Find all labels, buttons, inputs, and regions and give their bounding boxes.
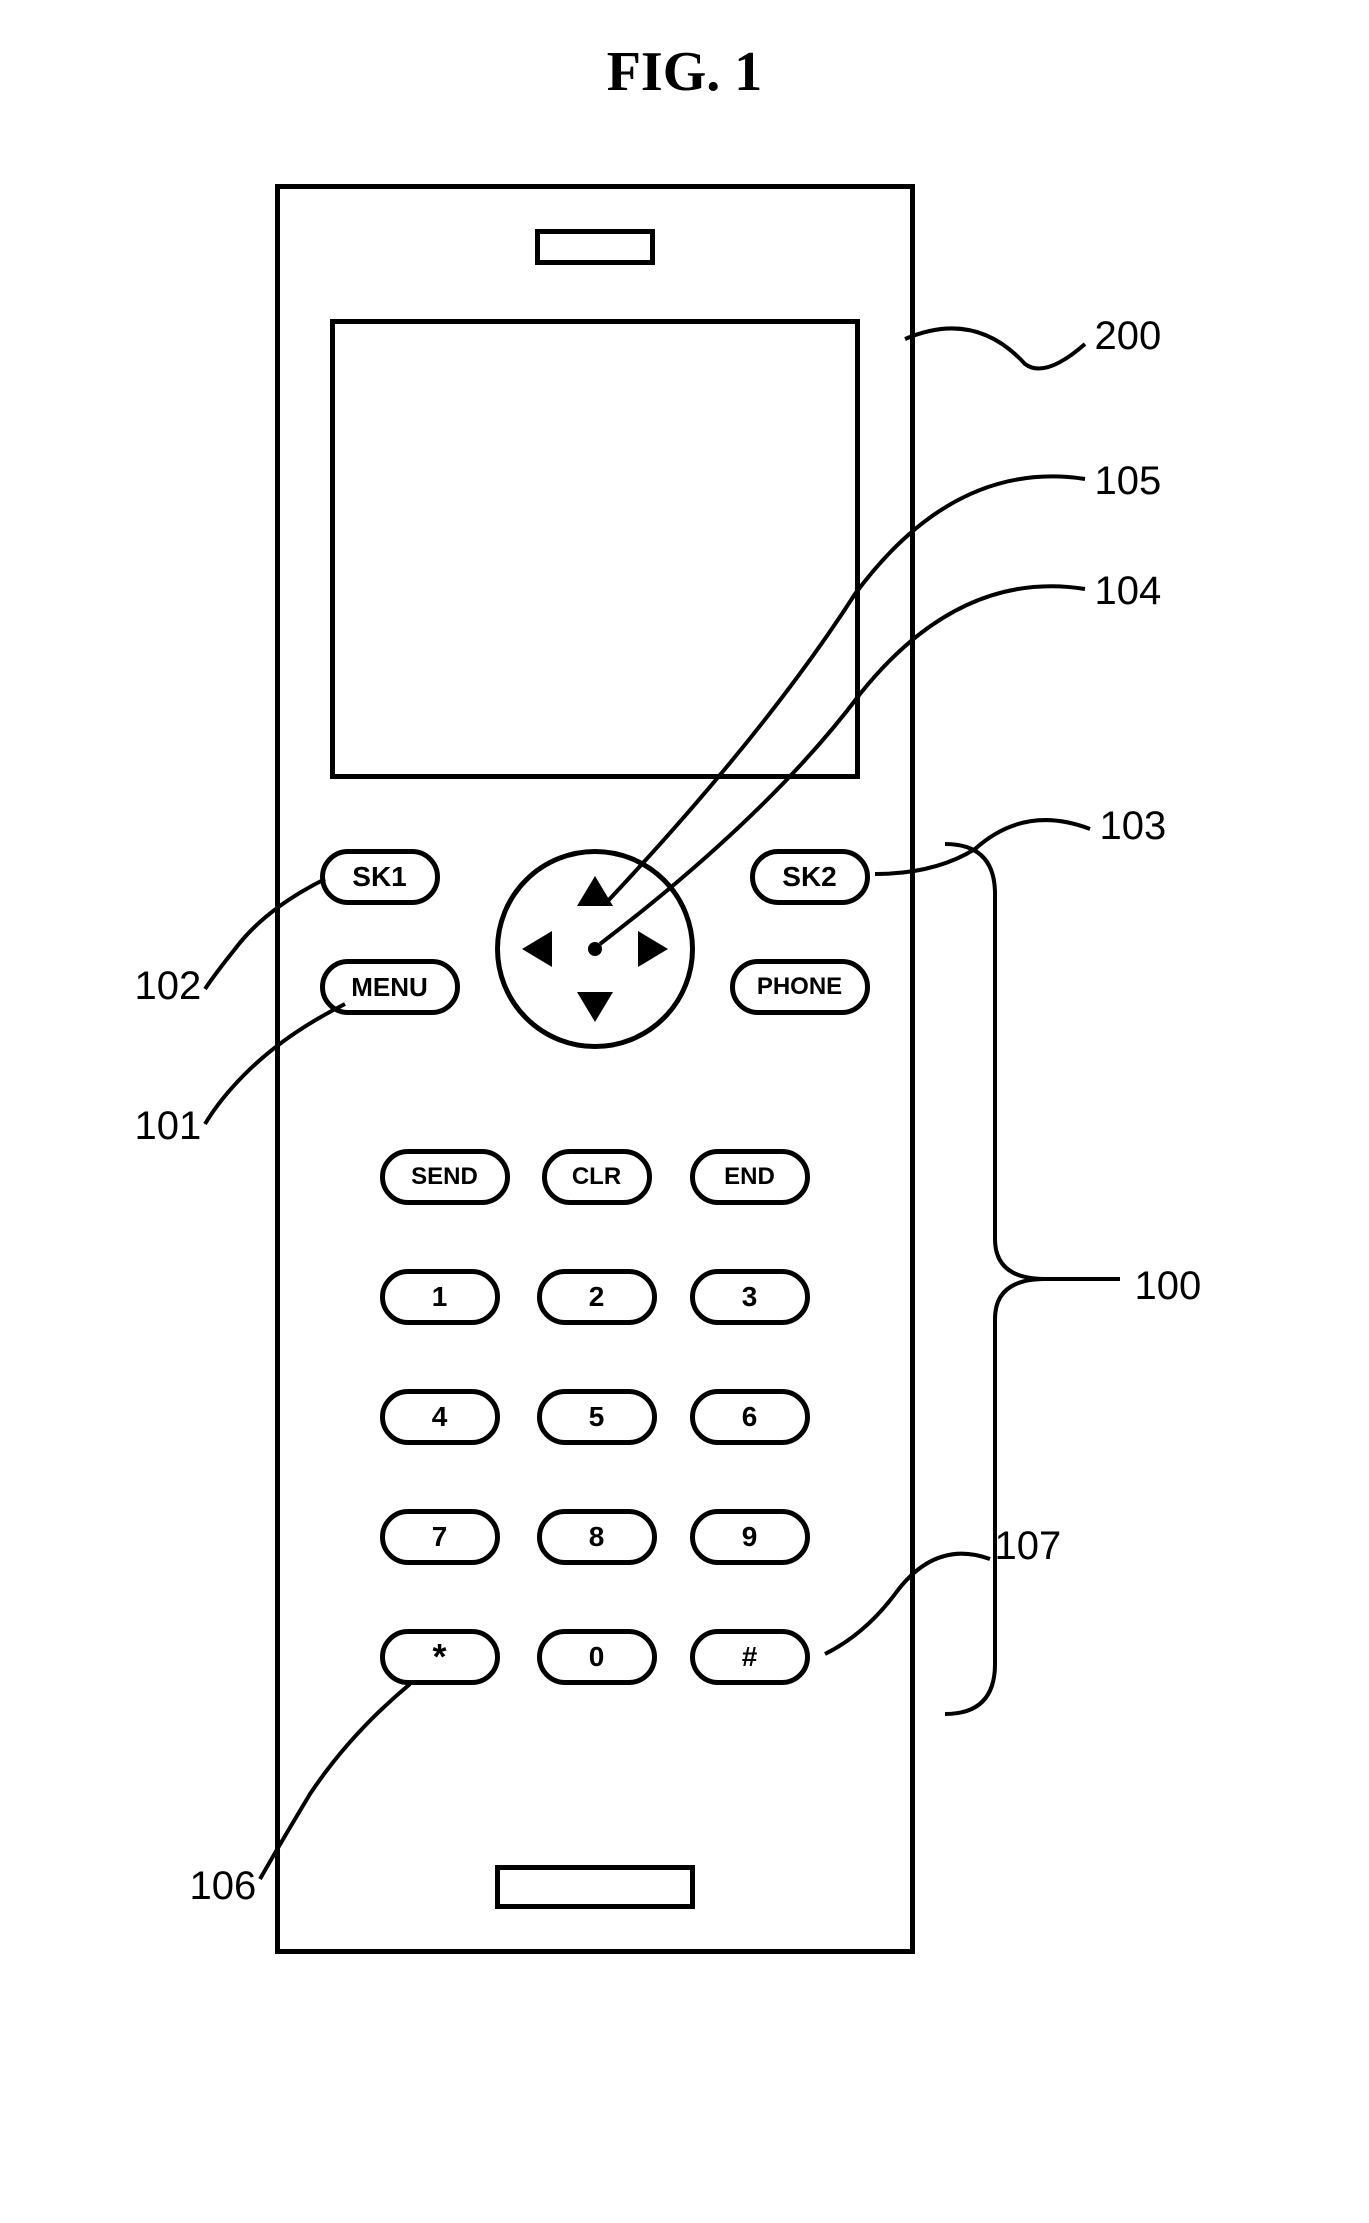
clr-button[interactable]: CLR — [542, 1149, 652, 1205]
key-4-label: 4 — [432, 1401, 448, 1433]
key-0[interactable]: 0 — [537, 1629, 657, 1685]
callout-104: 104 — [1095, 569, 1162, 614]
key-5-label: 5 — [589, 1401, 605, 1433]
lead-200 — [905, 324, 1095, 384]
key-1-label: 1 — [432, 1281, 448, 1313]
key-6-label: 6 — [742, 1401, 758, 1433]
key-2[interactable]: 2 — [537, 1269, 657, 1325]
callout-103: 103 — [1100, 804, 1167, 849]
send-button[interactable]: SEND — [380, 1149, 510, 1205]
dpad-left-icon — [522, 931, 552, 967]
key-3-label: 3 — [742, 1281, 758, 1313]
key-star[interactable]: * — [380, 1629, 500, 1685]
callout-106: 106 — [190, 1864, 257, 1909]
key-hash-label: # — [742, 1641, 758, 1673]
send-label: SEND — [411, 1163, 478, 1191]
key-4[interactable]: 4 — [380, 1389, 500, 1445]
callout-102: 102 — [135, 964, 202, 1009]
mic-slot — [495, 1865, 695, 1909]
key-7-label: 7 — [432, 1521, 448, 1553]
lead-102 — [205, 879, 335, 999]
key-6[interactable]: 6 — [690, 1389, 810, 1445]
phone-button[interactable]: PHONE — [730, 959, 870, 1015]
callout-101: 101 — [135, 1104, 202, 1149]
end-label: END — [724, 1163, 775, 1191]
brace-100 — [945, 844, 1125, 1714]
dpad-down-icon — [577, 992, 613, 1022]
sk1-button[interactable]: SK1 — [320, 849, 440, 905]
callout-105: 105 — [1095, 459, 1162, 504]
callout-200: 200 — [1095, 314, 1162, 359]
key-2-label: 2 — [589, 1281, 605, 1313]
key-3[interactable]: 3 — [690, 1269, 810, 1325]
lead-101 — [205, 1004, 355, 1134]
key-star-label: * — [432, 1636, 446, 1678]
key-0-label: 0 — [589, 1641, 605, 1673]
key-8[interactable]: 8 — [537, 1509, 657, 1565]
figure-title: FIG. 1 — [40, 40, 1329, 104]
clr-label: CLR — [572, 1163, 621, 1191]
phone-label: PHONE — [757, 973, 842, 1001]
key-9[interactable]: 9 — [690, 1509, 810, 1565]
diagram-canvas: SK1 SK2 MENU PHONE SEND CLR END — [135, 184, 1235, 1984]
key-1[interactable]: 1 — [380, 1269, 500, 1325]
key-9-label: 9 — [742, 1521, 758, 1553]
key-5[interactable]: 5 — [537, 1389, 657, 1445]
callout-100: 100 — [1135, 1264, 1202, 1309]
lead-106 — [260, 1684, 420, 1884]
end-button[interactable]: END — [690, 1149, 810, 1205]
key-8-label: 8 — [589, 1521, 605, 1553]
key-hash[interactable]: # — [690, 1629, 810, 1685]
key-7[interactable]: 7 — [380, 1509, 500, 1565]
sk1-label: SK1 — [352, 861, 406, 893]
speaker-slot — [535, 229, 655, 265]
menu-label: MENU — [351, 972, 428, 1003]
